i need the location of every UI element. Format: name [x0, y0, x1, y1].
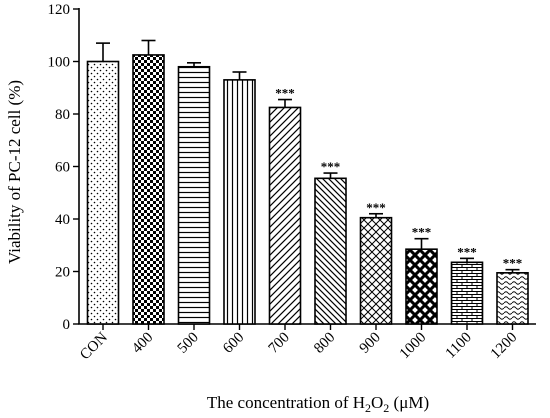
bar [177, 65, 211, 325]
bar [86, 60, 120, 325]
bar [496, 272, 529, 325]
significance-label: *** [366, 200, 386, 215]
significance-label: *** [503, 256, 523, 271]
significance-label: *** [321, 159, 341, 174]
bar [132, 54, 165, 325]
y-tick-label: 100 [48, 55, 71, 71]
y-axis-title: Viability of PC-12 cell (%) [5, 80, 24, 264]
y-tick-label: 120 [48, 2, 71, 18]
x-tick-label: 1100 [443, 330, 475, 362]
bar [359, 216, 393, 325]
x-tick-label: 1200 [488, 330, 521, 363]
x-tick-label: CON [77, 329, 111, 363]
x-tick-label: 900 [357, 330, 384, 357]
y-tick-label: 60 [55, 160, 70, 176]
y-tick-label: 20 [55, 265, 70, 281]
bars [86, 39, 529, 325]
x-tick-label: 800 [311, 330, 338, 357]
bar [450, 261, 484, 325]
significance-label: *** [457, 244, 477, 259]
bar [405, 248, 438, 325]
bar [223, 79, 256, 325]
x-tick-label: 700 [266, 330, 293, 357]
x-tick-label: 500 [175, 330, 202, 357]
x-tick-label: 1000 [397, 330, 430, 363]
bar [268, 106, 302, 325]
y-tick-label: 80 [55, 107, 70, 123]
significance-label: *** [412, 225, 432, 240]
y-tick-label: 0 [63, 317, 71, 333]
y-tick-label: 40 [55, 212, 70, 228]
bar [314, 177, 347, 325]
x-axis-title: The concentration of H2O2 (μM) [207, 393, 429, 415]
significance-label: *** [275, 86, 295, 101]
x-tick-label: 400 [129, 330, 156, 357]
x-tick-label: 600 [220, 330, 247, 357]
